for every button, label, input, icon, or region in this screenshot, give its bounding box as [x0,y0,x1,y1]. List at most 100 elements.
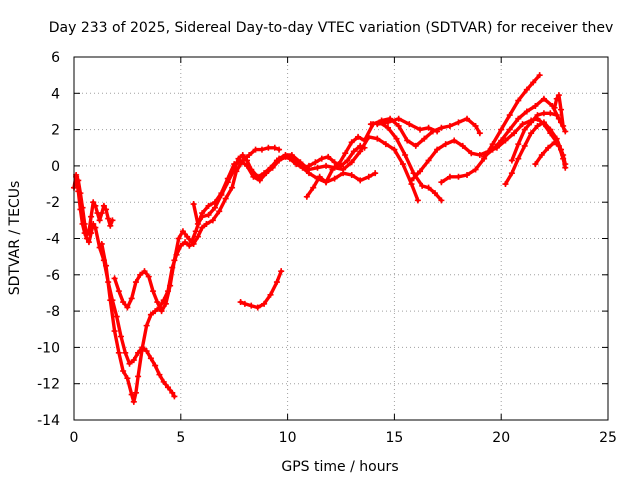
data-point [464,171,471,178]
data-point [205,202,212,209]
x-tick-label: 0 [70,430,79,446]
x-tick-label: 15 [385,430,403,446]
data-point [239,152,246,159]
data-point [562,164,569,171]
data-point [558,106,565,113]
data-point [167,282,174,289]
data-point [476,152,483,159]
data-point [553,95,560,102]
data-point [261,300,268,307]
data-point [404,137,411,144]
data-point [90,199,97,206]
data-point [382,141,389,148]
data-point [372,170,379,177]
data-point [128,295,135,302]
data-point [476,130,483,137]
data-point [75,188,82,195]
data-point [515,155,522,162]
data-point [186,242,193,249]
data-point [150,288,157,295]
data-point [229,184,236,191]
data-point [85,239,92,246]
data-point [348,159,355,166]
data-point [81,230,88,237]
data-point [190,201,197,208]
data-point [169,389,176,396]
data-point [77,206,84,213]
data-point [515,97,522,104]
data-point [515,115,522,122]
data-point [107,222,114,229]
data-point [132,389,139,396]
data-point [384,119,391,126]
data-point [393,135,400,142]
data-point [98,210,105,217]
data-point [348,171,355,178]
data-point [175,235,182,242]
data-point [342,150,349,157]
data-point [152,308,159,315]
data-point [502,181,509,188]
data-point [130,357,137,364]
data-point [355,133,362,140]
x-tick-label: 5 [176,430,185,446]
data-point [109,217,116,224]
data-point [523,108,530,115]
data-point [258,146,265,153]
data-point [323,162,330,169]
data-point [293,161,300,168]
data-point [267,291,274,298]
series-arc-12 [438,72,543,186]
data-point [395,115,402,122]
data-point [367,121,374,128]
data-point [399,161,406,168]
data-point [506,126,513,133]
data-point [237,299,244,306]
data-point [199,224,206,231]
data-point [442,141,449,148]
y-tick-label: 2 [51,123,60,139]
data-point [88,230,95,237]
data-point [271,144,278,151]
data-point [256,177,263,184]
data-point [316,173,323,180]
y-tick-label: -14 [37,413,60,429]
y-tick-label: -4 [46,232,60,248]
data-point [92,224,99,231]
data-point [224,179,231,186]
data-point [532,161,539,168]
data-point [216,208,223,215]
data-point [331,175,338,182]
data-point [98,240,105,247]
data-point [540,110,547,117]
data-point [534,122,541,129]
data-point [528,119,535,126]
data-point [425,124,432,131]
data-point [188,239,195,246]
data-point [446,122,453,129]
data-point [438,124,445,131]
data-point [297,159,304,166]
data-point [329,166,336,173]
data-point [472,122,479,129]
data-point [111,328,118,335]
data-point [331,159,338,166]
data-point [545,144,552,151]
data-point [79,220,86,227]
data-point [194,233,201,240]
data-point [536,72,543,79]
data-point [100,202,107,209]
data-point [90,220,97,227]
y-tick-label: -12 [37,377,60,393]
data-point [402,152,409,159]
data-point [288,152,295,159]
data-point [145,273,152,280]
data-point [160,378,167,385]
data-point [164,384,171,391]
data-point [417,126,424,133]
data-point [276,155,283,162]
data-point [438,179,445,186]
data-point [391,146,398,153]
data-point [511,130,518,137]
data-point [350,148,357,155]
